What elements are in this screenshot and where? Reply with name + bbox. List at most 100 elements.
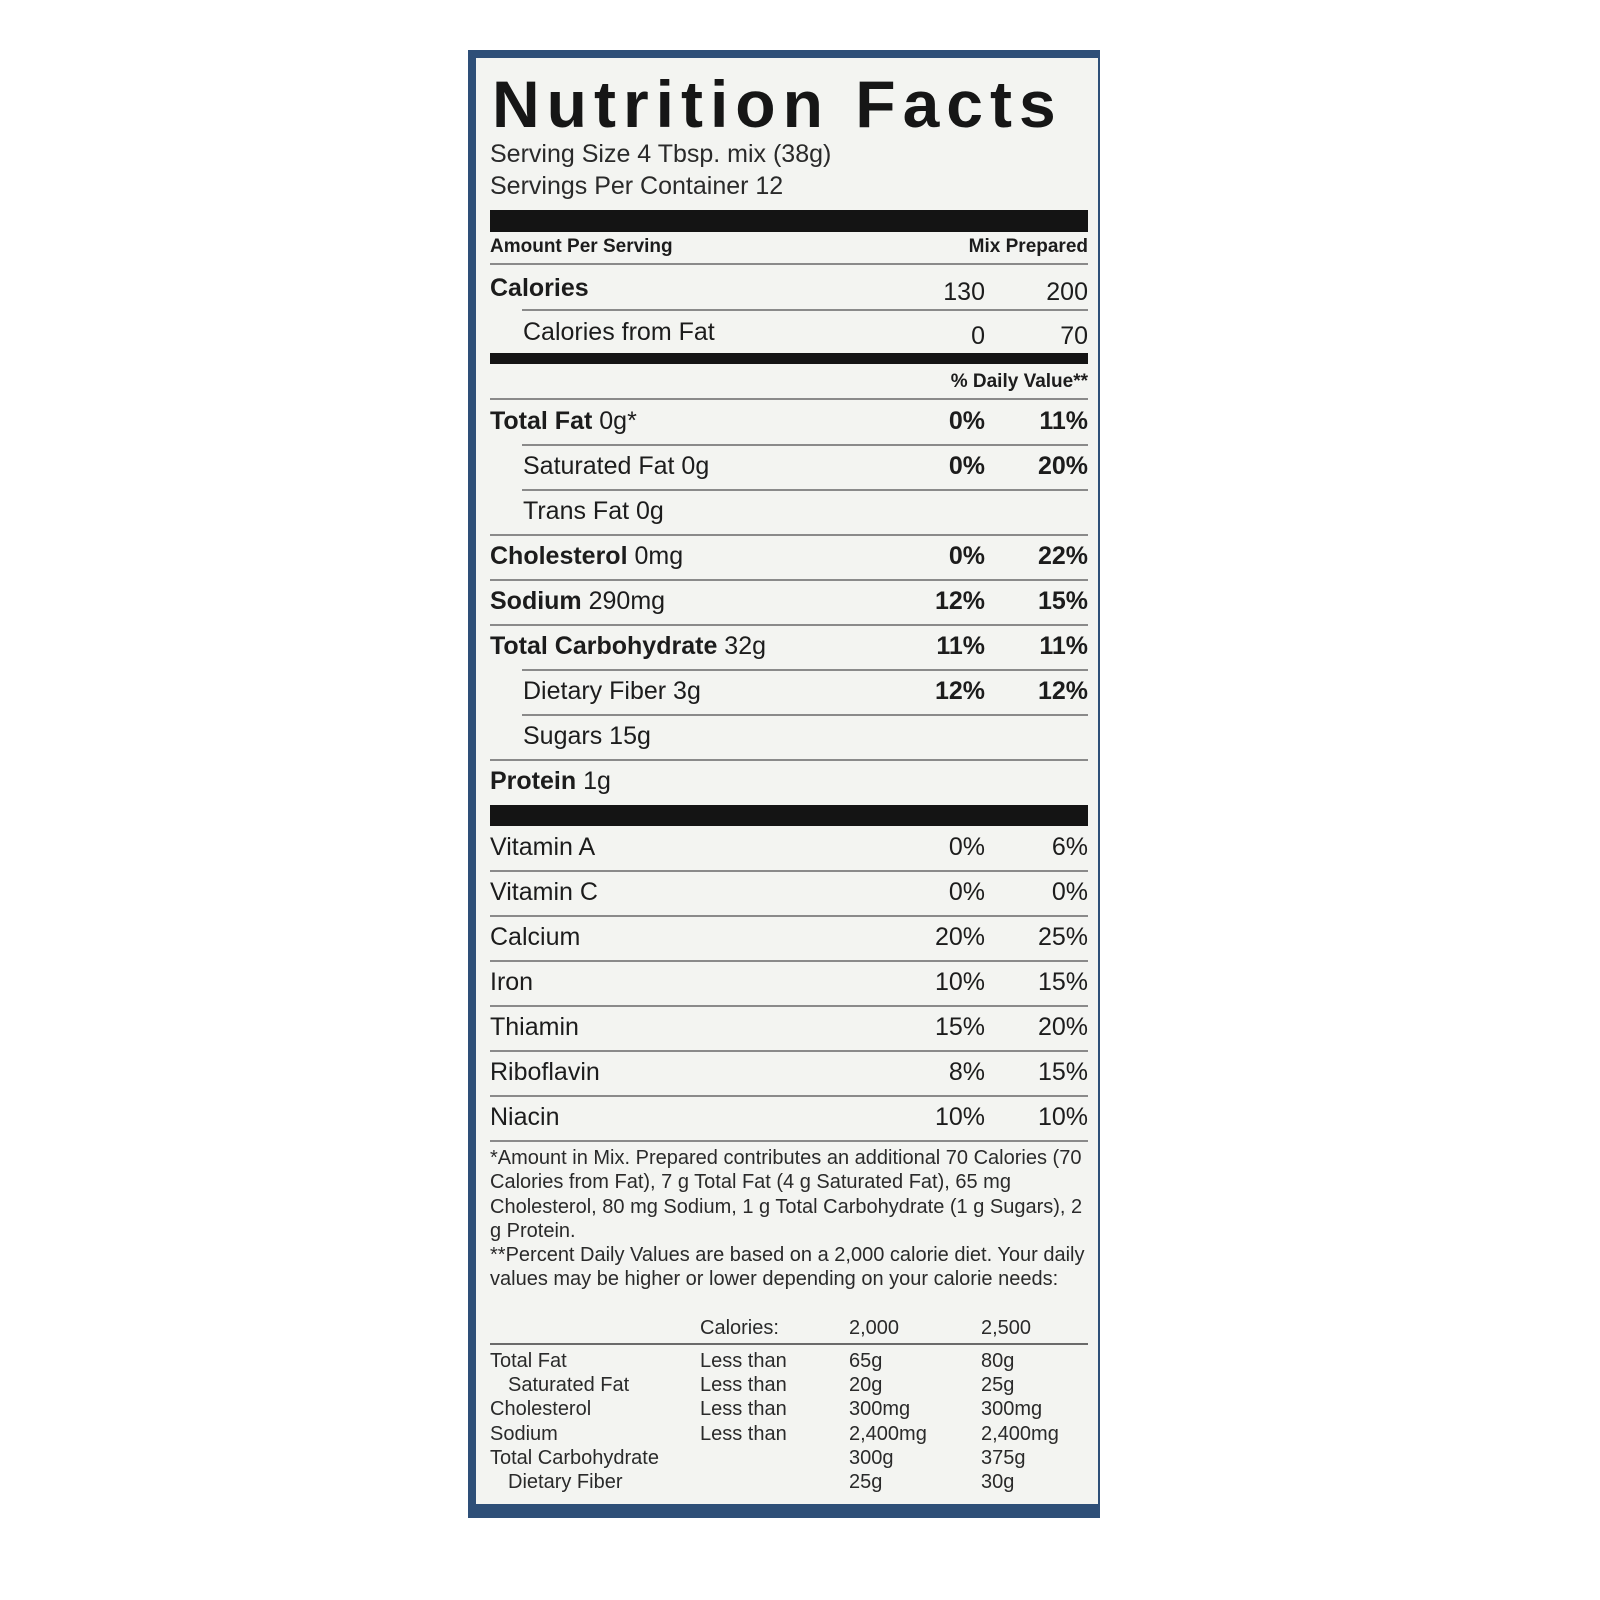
nutrient-prepared-dv: 20% [1037,452,1088,480]
divider [490,579,1088,581]
vitamin-prepared-dv: 15% [1037,1058,1088,1086]
nutrient-amount: 290mg [581,587,666,615]
dv-cell: Less than [700,1422,787,1445]
dv-table-row: Dietary Fiber 25g 30g [490,1470,1088,1494]
nutrient-row: Saturated Fat 0g 0% 20% [490,446,1088,486]
vitamin-row: Vitamin A 0% 6% [490,827,1088,867]
nutrient-amount: 15g [602,722,651,750]
vitamin-row: Iron 10% 15% [490,962,1088,1002]
divider [490,915,1088,917]
calories-from-fat-mix: 0 [971,322,985,350]
nutrient-prepared-dv: 12% [1037,677,1088,705]
nutrient-row: Total Carbohydrate 32g 11% 11% [490,626,1088,666]
nutrient-name: Sodium [490,587,582,615]
nutrition-label [476,58,1098,1504]
nutrient-row: Total Fat 0g* 0% 11% [490,401,1088,441]
nutrient-prepared-dv: 15% [1037,587,1088,615]
nutrient-amount: 32g [717,632,767,660]
nutrient-label: Cholesterol 0mg [490,536,683,576]
divider [522,309,1088,311]
dv-cell: Less than [700,1350,787,1372]
vitamin-name: Thiamin [490,1013,579,1041]
divider [522,714,1088,716]
dv-header-cell: 2,000 [849,1317,900,1339]
divider [522,489,1088,491]
dv-cell: Less than [700,1398,787,1421]
nutrient-row: Sodium 290mg 12% 15% [490,581,1088,621]
nutrient-name: Total Carbohydrate [490,632,718,660]
vitamin-mix-dv: 20% [934,923,985,951]
dv-cell: Dietary Fiber [508,1471,623,1493]
calories-from-fat-row: Calories from Fat 0 70 [490,312,1088,352]
vitamin-mix-dv: 8% [948,1058,985,1086]
vitamin-name: Iron [490,968,534,996]
vitamin-prepared-dv: 0% [1051,878,1088,906]
dv-table-row: Saturated Fat Less than 20g 25g [490,1373,1088,1397]
nutrient-label: Total Fat 0g* [490,401,637,441]
column-headers: Mix Prepared [968,236,1088,257]
vitamin-row: Vitamin C 0% 0% [490,872,1088,912]
dv-header-cell: 2,500 [981,1317,1032,1339]
nutrient-mix-dv: 11% [936,632,985,660]
dv-cell: 30g [981,1471,1015,1493]
vitamin-prepared-dv: 10% [1037,1103,1088,1131]
divider [490,1050,1088,1052]
label-title: Nutrition Facts [492,67,1063,141]
calories-mix: 130 [943,278,985,306]
dv-cell: Less than [700,1374,787,1397]
calories-label: Calories [490,274,589,302]
nutrient-name: Trans Fat [523,497,630,525]
dv-cell: 2,400mg [849,1422,927,1445]
footnote-daily-values-text: **Percent Daily Values are based on a 2,… [490,1244,1085,1291]
amount-header-row: Amount Per Serving Mix Prepared [490,227,1088,267]
nutrient-amount: 0g [629,497,664,525]
dv-cell: Saturated Fat [508,1374,630,1397]
dv-cell: Total Fat [490,1350,567,1372]
nutrient-name: Sugars [523,722,603,750]
vitamin-row: Riboflavin 8% 15% [490,1052,1088,1092]
nutrient-label: Sugars 15g [523,716,651,756]
calories-row: Calories 130 200 [490,268,1088,308]
servings-per-container: Servings Per Container 12 [490,172,784,200]
dv-cell: Total Carbohydrate [490,1446,659,1469]
nutrient-label: Dietary Fiber 3g [523,671,701,711]
dv-table-header: Calories: 2,000 2,500 [490,1316,1088,1340]
vitamin-name: Vitamin A [490,833,596,861]
nutrient-name: Dietary Fiber [523,677,667,705]
divider [490,960,1088,962]
nutrient-prepared-dv: 11% [1039,632,1088,660]
vitamin-name: Vitamin C [490,878,598,906]
divider [490,1095,1088,1097]
nutrient-row: Trans Fat 0g [490,491,1088,531]
vitamin-mix-dv: 10% [934,1103,985,1131]
vitamin-prepared-dv: 25% [1037,923,1088,951]
dv-cell: 300mg [849,1398,911,1421]
calories-from-fat-label: Calories from Fat [523,318,715,346]
dv-table-row: Total Fat Less than 65g 80g [490,1349,1088,1373]
nutrient-label: Protein 1g [490,761,611,801]
dv-cell: Sodium [490,1422,558,1445]
vitamin-row: Calcium 20% 25% [490,917,1088,957]
nutrient-label: Trans Fat 0g [523,491,664,531]
nutrient-mix-dv: 12% [934,677,985,705]
dv-cell: 300mg [981,1398,1043,1421]
vitamin-name: Niacin [490,1103,560,1131]
calories-prepared: 200 [1046,278,1088,306]
dv-cell: 2,400mg [981,1422,1059,1445]
footnote-prepared-text: *Amount in Mix. Prepared contributes an … [490,1147,1083,1242]
footnote-prepared: *Amount in Mix. Prepared contributes an … [490,1146,1090,1292]
nutrient-name: Total Fat [490,407,593,435]
vitamin-name: Riboflavin [490,1058,600,1086]
nutrient-label: Saturated Fat 0g [523,446,709,486]
nutrient-name: Protein [490,767,577,795]
thick-divider [490,353,1088,364]
daily-value-header: % Daily Value** [950,371,1088,392]
nutrient-amount: 3g [666,677,701,705]
vitamin-prepared-dv: 6% [1051,833,1088,861]
divider [490,398,1088,400]
vitamin-name: Calcium [490,923,581,951]
vitamin-prepared-dv: 15% [1037,968,1088,996]
nutrient-amount: 0g* [592,407,637,435]
divider [490,870,1088,872]
divider [522,444,1088,446]
